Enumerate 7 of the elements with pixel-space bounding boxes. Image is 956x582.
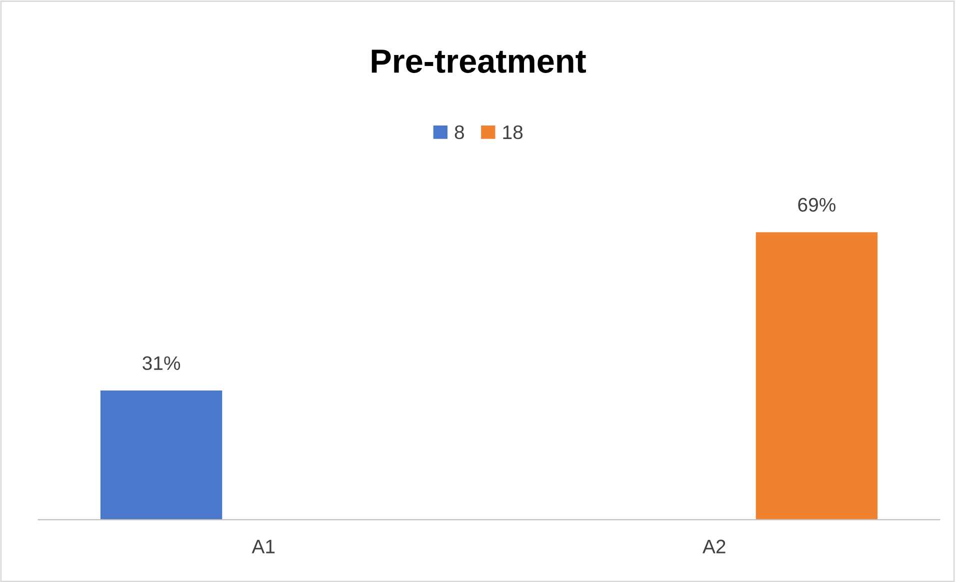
data-label: 69% bbox=[798, 198, 836, 212]
chart-title: Pre-treatment bbox=[372, 50, 586, 73]
x-tick-label: A1 bbox=[252, 540, 275, 554]
legend-label: 8 bbox=[454, 125, 464, 140]
x-tick-label: A2 bbox=[702, 540, 726, 554]
data-label: 31% bbox=[142, 356, 180, 370]
legend-label: 18 bbox=[503, 125, 523, 140]
